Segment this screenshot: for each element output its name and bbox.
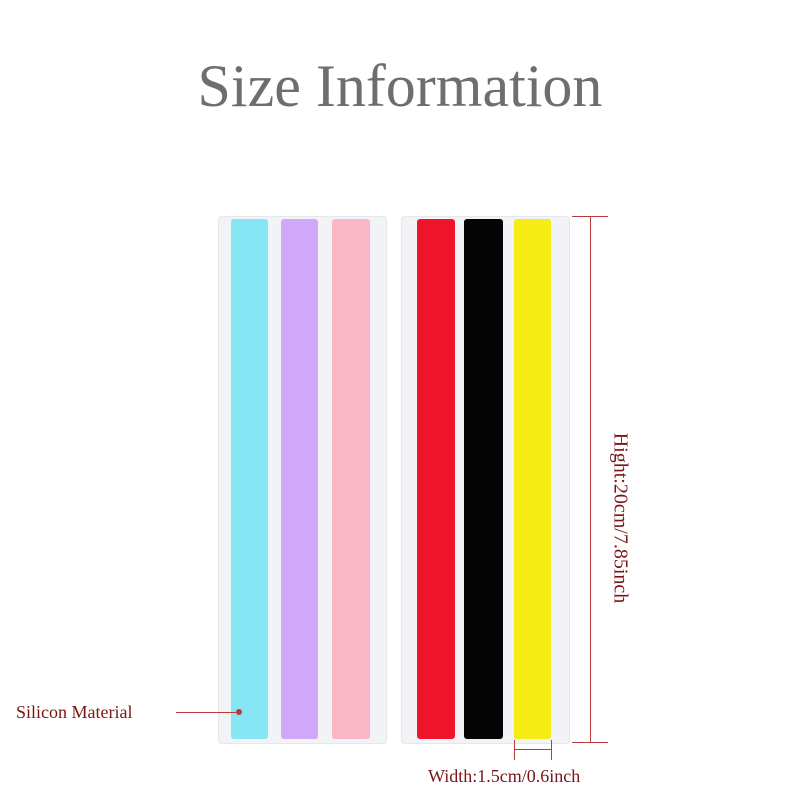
- strip-black: [464, 219, 503, 739]
- width-tick-left: [514, 740, 515, 760]
- width-tick-right: [551, 740, 552, 760]
- material-label: Silicon Material: [16, 702, 133, 722]
- strip-red: [417, 219, 455, 739]
- height-dimension-line: [590, 217, 591, 742]
- height-tick-bottom: [572, 742, 608, 743]
- width-dimension-line: [514, 749, 552, 750]
- width-label: Width:1.5cm/0.6inch: [428, 766, 581, 786]
- strip-purple: [281, 219, 318, 739]
- material-pointer-dot: [236, 709, 242, 715]
- strip-pink: [332, 219, 370, 739]
- strip-yellow: [514, 219, 551, 739]
- height-label: Hight:20cm/7.85inch: [609, 432, 632, 604]
- strip-cyan: [231, 219, 268, 739]
- material-leader-line: [176, 712, 238, 713]
- height-tick-top: [572, 216, 608, 217]
- page-title: Size Information: [197, 53, 603, 119]
